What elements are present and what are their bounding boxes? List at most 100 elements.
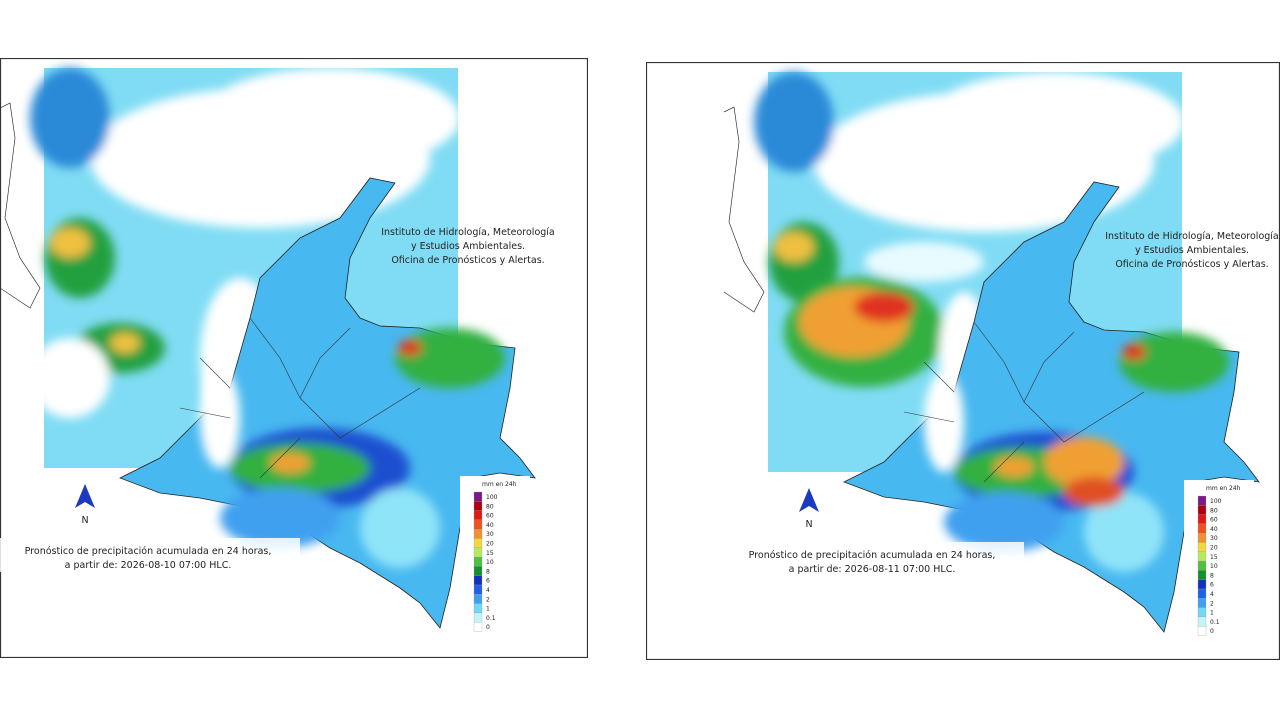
legend-label: 40 [1210,526,1218,533]
legend-label: 100 [486,494,498,501]
institute-text: Instituto de Hidrología, Meteorología [381,227,555,238]
legend-label: 15 [1210,554,1218,561]
rain-blob [30,338,110,418]
rain-blob [944,492,1064,552]
legend-label: 10 [486,559,494,566]
map-content: Instituto de Hidrología, Meteorología y E… [723,72,1279,640]
institute-text: Oficina de Pronósticos y Alertas. [1115,259,1268,270]
legend-swatch [473,519,483,530]
caption-bg [724,542,1024,576]
map-panel: Instituto de Hidrología, Meteorología y E… [646,62,1280,660]
legend-label: 4 [1210,591,1214,598]
legend-swatch [473,538,483,548]
land-rain [200,328,505,568]
borders [179,317,421,479]
caption-bg [0,538,300,572]
legend-label: 80 [486,503,494,510]
institute-text: Oficina de Pronósticos y Alertas. [391,255,544,266]
coast-west [723,106,765,313]
map-panel: Instituto de Hidrología, Meteorología y E… [0,58,588,658]
legend-swatch [1197,607,1207,618]
legend-label: 15 [486,550,494,557]
rain-blob [924,72,1184,172]
legend-label: 0.1 [1210,619,1220,626]
rain-blob [110,333,140,353]
legend-swatch [473,566,483,576]
legend-swatch [473,575,483,586]
legend-label: 0 [1210,628,1214,635]
rain-blob [994,457,1034,477]
legend-swatch [1197,551,1207,562]
legend-label: 20 [1210,545,1218,552]
legend-swatch [1197,505,1207,515]
caption-text: Pronóstico de precipitación acumulada en… [25,546,272,557]
legend-label: 30 [486,531,494,538]
institute-text: Instituto de Hidrología, Meteorología [1105,231,1279,242]
legend-label: 10 [1210,563,1218,570]
rain-blob [1122,344,1146,360]
legend-swatch [1197,616,1207,627]
rain-blob [854,292,914,322]
legend-swatch [473,612,483,623]
legend-label: 0 [486,624,490,631]
rain-blob [398,340,422,356]
rain-blob [1084,492,1164,572]
rain-blob [360,488,440,568]
rain-blob [395,328,505,388]
caption-text: a partir de: 2026-08-11 07:00 HLC. [789,564,956,575]
rain-blob [864,242,984,282]
legend-swatch [1197,579,1207,590]
legend-swatch [473,556,483,567]
caption-text: Pronóstico de precipitación acumulada en… [749,550,996,561]
legend-swatch [473,510,483,521]
rain-blob [924,372,964,472]
rain-blob [200,368,240,468]
legend-label: 100 [1210,498,1222,505]
legend-swatch [1197,560,1207,571]
coast-west [0,102,41,309]
legend-label: 0.1 [486,615,496,622]
legend-label: 20 [486,541,494,548]
legend-bg [1184,480,1254,640]
rain-blob [50,228,90,258]
north-label: N [805,519,812,530]
legend-bg [460,476,530,636]
legend-swatch [1197,598,1207,608]
north-arrow [799,488,819,512]
rain-blob [45,218,115,298]
legend-swatch [473,491,483,502]
legend-swatch [473,547,483,558]
legend-label: 80 [1210,507,1218,514]
legend-swatch [1197,570,1207,580]
legend-swatch [473,584,483,595]
legend-label: 8 [1210,572,1214,579]
north-arrow [75,484,95,508]
legend-label: 60 [486,513,494,520]
institute-text: y Estudios Ambientales. [411,241,525,252]
rain-blob [1064,477,1124,507]
legend-swatch [473,529,483,539]
borders [903,321,1145,483]
institute-text: y Estudios Ambientales. [1135,245,1249,256]
rain-blob [774,232,814,262]
legend-swatch [1197,533,1207,543]
legend-swatch [1197,523,1207,534]
legend-swatch [473,603,483,614]
legend-label: 2 [486,596,490,603]
rain-blob [270,453,310,473]
legend-swatch [1197,626,1207,636]
legend-title: mm en 24h [1206,485,1241,492]
rain-blob [1044,437,1124,487]
legend-swatch [1197,542,1207,552]
rain-blob [30,68,110,168]
map-content: Instituto de Hidrología, Meteorología y E… [0,68,555,636]
legend-label: 1 [1210,610,1214,617]
legend-swatch [473,594,483,604]
legend-swatch [473,501,483,511]
rain-field [30,68,460,438]
north-label: N [81,515,88,526]
legend-label: 30 [1210,535,1218,542]
rain-blob [200,68,460,168]
legend-label: 2 [1210,600,1214,607]
